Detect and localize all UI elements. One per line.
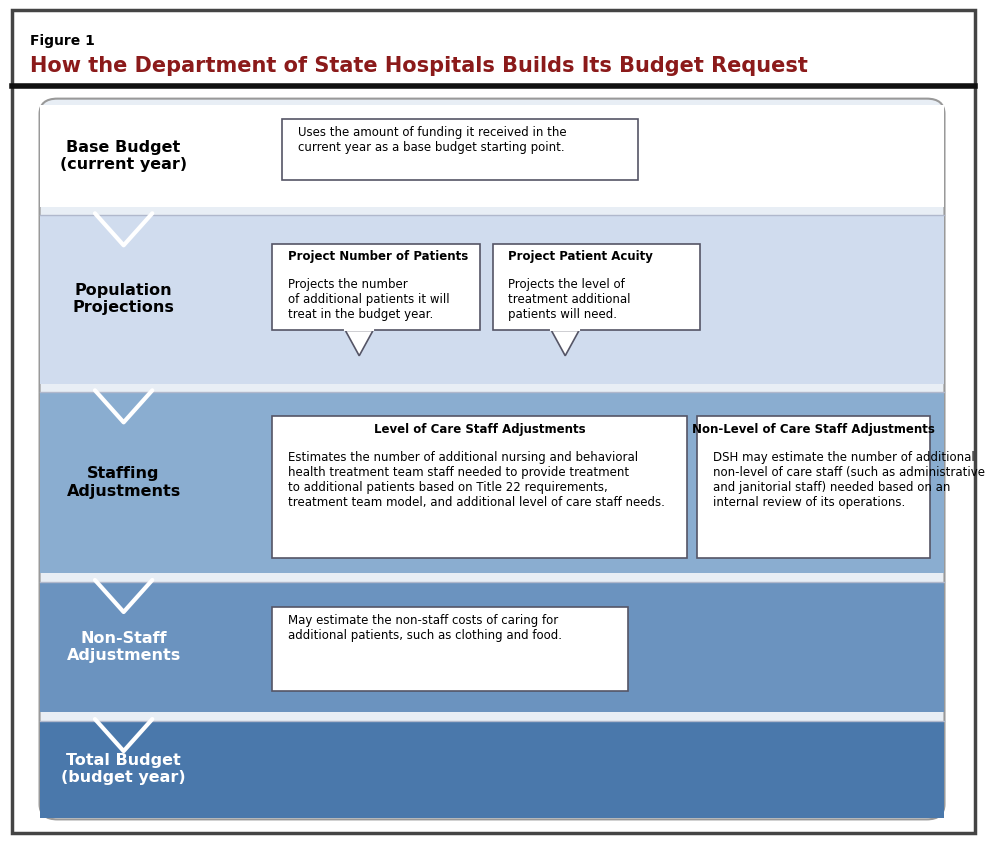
Text: DSH may estimate the number of additional
non-level of care staff (such as admin: DSH may estimate the number of additiona…	[713, 451, 985, 509]
Text: Project Number of Patients: Project Number of Patients	[288, 250, 468, 263]
Bar	[40, 105, 944, 207]
FancyBboxPatch shape	[272, 416, 687, 558]
Bar	[40, 582, 944, 712]
Text: Level of Care Staff Adjustments: Level of Care Staff Adjustments	[374, 423, 585, 436]
Text: Non-Staff
Adjustments: Non-Staff Adjustments	[66, 631, 181, 663]
Text: Project Patient Acuity: Project Patient Acuity	[508, 250, 653, 263]
Bar	[40, 215, 944, 384]
Text: Projects the number
of additional patients it will
treat in the budget year.: Projects the number of additional patien…	[288, 278, 449, 321]
Polygon shape	[345, 330, 373, 356]
Text: How the Department of State Hospitals Builds Its Budget Request: How the Department of State Hospitals Bu…	[30, 56, 808, 76]
FancyBboxPatch shape	[282, 119, 638, 180]
Polygon shape	[552, 330, 580, 356]
Text: Estimates the number of additional nursing and behavioral
health treatment team : Estimates the number of additional nursi…	[288, 451, 665, 509]
FancyBboxPatch shape	[272, 244, 480, 330]
Bar	[40, 721, 944, 818]
Text: Total Budget
(budget year): Total Budget (budget year)	[61, 753, 186, 786]
FancyBboxPatch shape	[272, 607, 628, 691]
Text: Non-Level of Care Staff Adjustments: Non-Level of Care Staff Adjustments	[692, 423, 935, 436]
Text: Projects the level of
treatment additional
patients will need.: Projects the level of treatment addition…	[508, 278, 631, 321]
Text: Population
Projections: Population Projections	[72, 283, 175, 315]
Text: May estimate the non-staff costs of caring for
additional patients, such as clot: May estimate the non-staff costs of cari…	[288, 614, 562, 642]
Text: Uses the amount of funding it received in the
current year as a base budget star: Uses the amount of funding it received i…	[298, 126, 567, 153]
Text: Figure 1: Figure 1	[30, 34, 95, 48]
FancyBboxPatch shape	[493, 244, 700, 330]
FancyBboxPatch shape	[40, 99, 944, 819]
Text: Staffing
Adjustments: Staffing Adjustments	[66, 466, 181, 499]
Text: Base Budget
(current year): Base Budget (current year)	[60, 140, 187, 172]
Bar	[40, 392, 944, 573]
FancyBboxPatch shape	[697, 416, 930, 558]
